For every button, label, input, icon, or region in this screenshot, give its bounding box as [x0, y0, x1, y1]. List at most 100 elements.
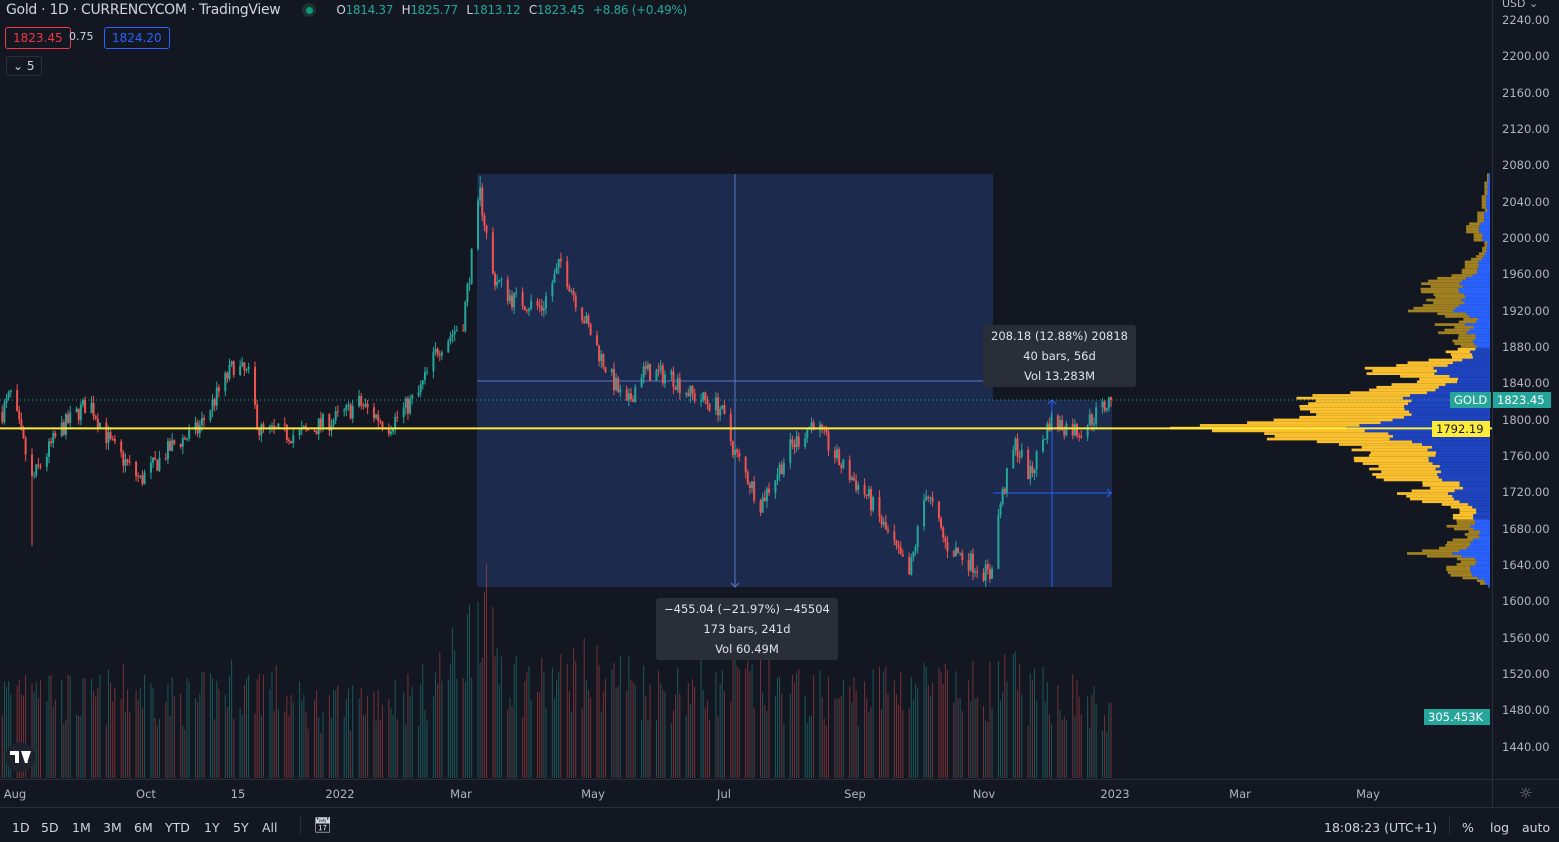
volume-bar	[1106, 731, 1108, 778]
auto-toggle[interactable]: auto	[1522, 820, 1551, 835]
volume-profile-down	[1446, 565, 1471, 569]
candle-body	[434, 348, 437, 352]
range-button-1d[interactable]: 1D	[12, 820, 30, 835]
candle-body	[107, 432, 110, 443]
volume-bar	[466, 614, 468, 778]
volume-bar	[284, 711, 286, 778]
volume-profile-down	[1413, 306, 1456, 310]
volume-bar	[983, 705, 985, 778]
volume-profile-up	[1447, 364, 1490, 367]
percent-toggle[interactable]: %	[1462, 820, 1474, 835]
candle-body	[141, 475, 144, 485]
volume-profile-down	[1484, 186, 1488, 190]
range-button-3m[interactable]: 3M	[103, 820, 122, 835]
sell-button[interactable]: 1823.45	[5, 27, 71, 49]
volume-profile-up	[1466, 276, 1490, 280]
volume-bar	[52, 706, 54, 778]
candle-body	[689, 385, 692, 397]
volume-bar	[551, 667, 553, 778]
candle-body	[360, 395, 363, 406]
volume-profile-up	[1479, 535, 1490, 539]
candle-body	[869, 489, 872, 511]
volume-bar	[239, 708, 241, 778]
volume-profile-up	[1484, 579, 1490, 583]
volume-bar	[1021, 695, 1023, 778]
volume-bar	[539, 692, 541, 778]
volume-bar	[961, 710, 963, 778]
settings-icon[interactable]: ☼	[1519, 784, 1533, 802]
volume-bar	[762, 692, 764, 778]
volume-profile-down	[1476, 579, 1485, 583]
volume-profile-up	[1409, 410, 1490, 414]
candle-body	[678, 378, 681, 394]
volume-bar	[1027, 725, 1029, 778]
volume-profile-up	[1473, 538, 1490, 542]
candle-body	[1088, 414, 1091, 426]
volume-bar	[158, 718, 160, 778]
volume-bar	[333, 689, 335, 778]
volume-profile-up	[1486, 246, 1490, 250]
range-button-5d[interactable]: 5D	[41, 820, 59, 835]
candle-body	[362, 405, 365, 407]
candle-body	[111, 438, 114, 440]
candle-body	[789, 439, 792, 464]
symbol-title[interactable]: Gold · 1D · CURRENCYCOM · TradingView	[6, 2, 281, 18]
range-button-1y[interactable]: 1Y	[204, 820, 220, 835]
volume-bar	[836, 698, 838, 778]
volume-bar	[316, 690, 318, 778]
volume-bar	[781, 693, 783, 778]
price-chart[interactable]	[0, 0, 1492, 779]
volume-profile-up	[1464, 301, 1490, 305]
volume-profile-up	[1459, 500, 1490, 504]
volume-profile-down	[1456, 557, 1476, 561]
indicators-toggle[interactable]: ⌄ 5	[6, 56, 42, 76]
volume-profile-up	[1476, 560, 1490, 564]
price-axis[interactable]	[1492, 0, 1559, 807]
candle-body	[731, 441, 734, 455]
candle-body	[1012, 449, 1015, 469]
volume-bar	[195, 697, 197, 778]
volume-bar	[628, 656, 630, 778]
candle-body	[54, 433, 57, 437]
range-button-all[interactable]: All	[262, 820, 278, 835]
candle-body	[842, 459, 845, 468]
candle-body	[559, 258, 562, 262]
volume-bar	[335, 690, 337, 778]
candle-body	[1020, 449, 1023, 457]
candle-body	[79, 404, 82, 421]
volume-bar	[611, 669, 613, 778]
candle-body	[181, 437, 184, 447]
range-button-ytd[interactable]: YTD	[165, 820, 190, 835]
volume-bar	[745, 668, 747, 778]
price-tick: 2240.00	[1502, 13, 1550, 27]
range-button-5y[interactable]: 5Y	[233, 820, 249, 835]
candle-body	[113, 438, 116, 442]
log-toggle[interactable]: log	[1490, 820, 1510, 835]
candle-body	[290, 441, 293, 444]
volume-bar	[827, 676, 829, 778]
currency-selector[interactable]: USD ⌄	[1502, 0, 1539, 10]
volume-bar	[777, 677, 779, 778]
buy-button[interactable]: 1824.20	[104, 27, 170, 49]
candle-body	[334, 411, 337, 421]
candle-body	[923, 500, 926, 527]
volume-profile-down	[1464, 533, 1479, 536]
candle-body	[976, 571, 979, 573]
candle-body	[833, 450, 836, 458]
range-button-6m[interactable]: 6M	[134, 820, 153, 835]
volume-profile-down	[1308, 402, 1409, 405]
go-to-date-icon[interactable]: 📅︎	[313, 816, 333, 834]
candle-body	[243, 362, 246, 371]
volume-bar	[702, 689, 704, 778]
volume-bar	[1061, 719, 1063, 778]
volume-profile-up	[1488, 173, 1490, 177]
volume-bar	[715, 672, 717, 778]
candle-body	[912, 551, 915, 558]
time-axis[interactable]: Aug Oct 15 2022 Mar May Jul Sep Nov 2023 Mar May ☼	[0, 779, 1559, 807]
volume-profile-down	[1422, 484, 1460, 487]
candle-body	[33, 475, 36, 477]
candle-body	[109, 432, 112, 439]
range-button-1m[interactable]: 1M	[72, 820, 91, 835]
volume-bar	[93, 690, 95, 778]
candle-body	[287, 439, 290, 442]
